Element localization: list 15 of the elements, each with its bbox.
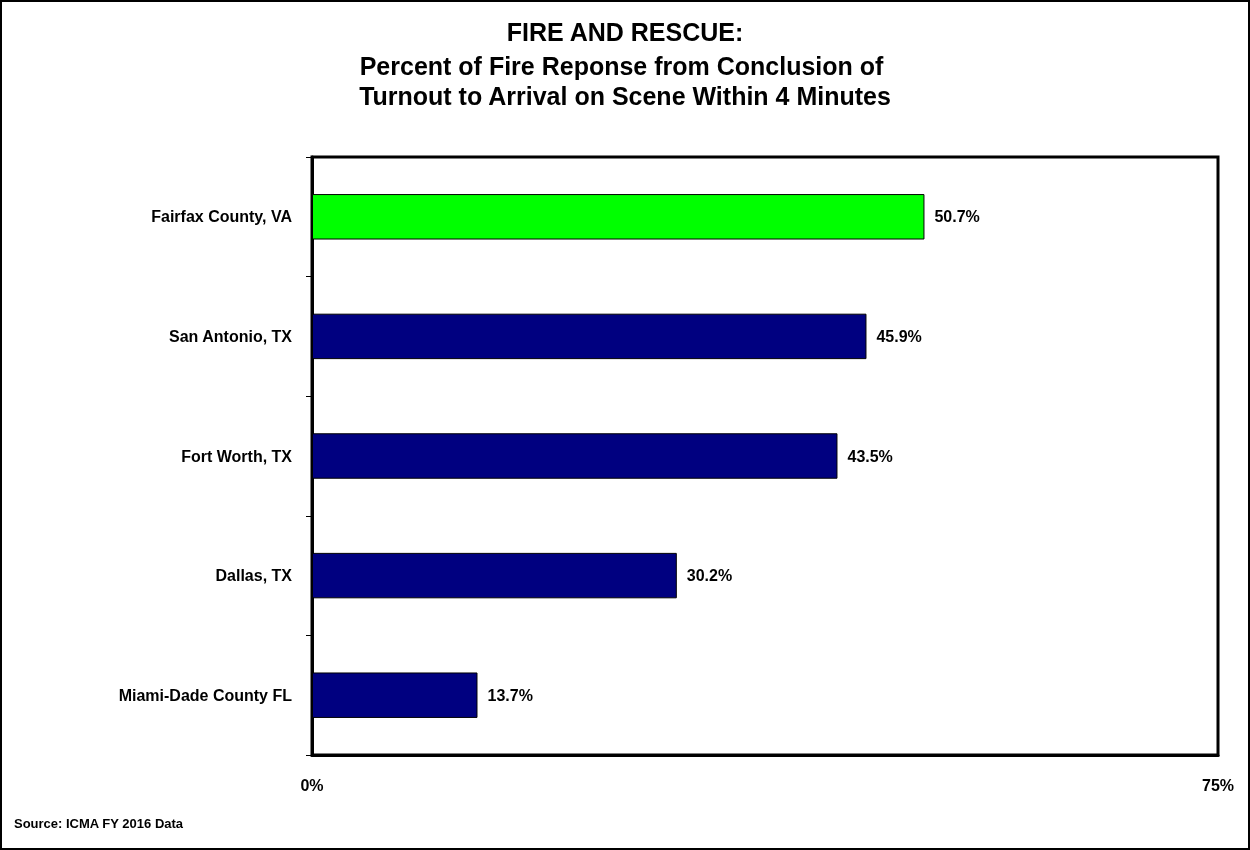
data-label: 30.2% <box>686 567 733 585</box>
y-tick-label: Dallas, TX <box>215 567 293 585</box>
y-tick-label: Fort Worth, TX <box>181 447 293 465</box>
chart-title: FIRE AND RESCUE: <box>506 18 744 46</box>
data-label: 50.7% <box>934 208 980 226</box>
y-tick-label: Miami-Dade County FL <box>118 686 293 704</box>
y-tick-label: Fairfax County, VA <box>151 208 293 226</box>
chart-subtitle: Percent of Fire Reponse from Conclusion of Turnout to Arrival on Scene Within 4 Minutes <box>359 52 891 110</box>
x-tick-label: 0% <box>300 776 324 794</box>
source-note: Source: ICMA FY 2016 Data <box>14 816 184 831</box>
data-label: 43.5% <box>847 447 893 465</box>
y-tick-label: San Antonio, TX <box>169 327 293 345</box>
data-label: 45.9% <box>876 327 922 345</box>
x-tick-label: 75% <box>1201 776 1235 794</box>
data-label: 13.7% <box>487 686 533 704</box>
